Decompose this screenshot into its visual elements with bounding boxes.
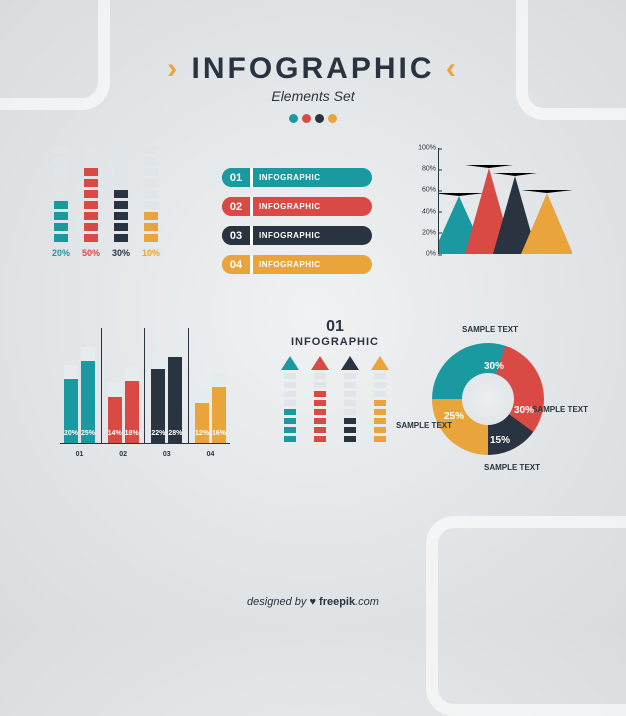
- seg-column: 10%: [142, 146, 160, 258]
- triangle-series: [521, 190, 572, 254]
- bar: 12%: [195, 389, 209, 443]
- bar: 28%: [168, 343, 182, 443]
- arrow-column: [371, 356, 389, 442]
- title-text: INFOGRAPHIC: [192, 52, 435, 85]
- x-label: 03: [151, 451, 182, 458]
- x-labels: 01 02 03 04: [64, 451, 226, 458]
- donut-ring: [432, 343, 544, 455]
- x-label: 04: [195, 451, 226, 458]
- pill-item: 04INFOGRAPHIC: [222, 255, 372, 274]
- chevron-left-icon: ‹: [446, 52, 459, 85]
- decor-shape: [516, 0, 626, 120]
- seg-label: 20%: [52, 248, 70, 258]
- footer-brand: freepik: [319, 596, 355, 608]
- y-tick: 80%: [412, 166, 436, 173]
- pill-item: 01INFOGRAPHIC: [222, 168, 372, 187]
- pill-item: 02INFOGRAPHIC: [222, 197, 372, 216]
- y-tick: 100%: [412, 145, 436, 152]
- seg-column: 20%: [52, 146, 70, 258]
- segmented-bar-chart: 20% 50% 30% 10%: [52, 146, 160, 258]
- donut-label: SAMPLE TEXT: [396, 421, 452, 430]
- arrow-columns: [260, 356, 410, 442]
- arrow-chart-number: 01: [260, 318, 410, 336]
- bar: 14%: [108, 383, 122, 443]
- donut-percent: 15%: [490, 435, 510, 446]
- donut-label: SAMPLE TEXT: [532, 405, 588, 414]
- seg-column: 30%: [112, 146, 130, 258]
- seg-label: 50%: [82, 248, 100, 258]
- donut-percent: 30%: [484, 361, 504, 372]
- arrow-column: [281, 356, 299, 442]
- arrow-column: [311, 356, 329, 442]
- pill-list: 01INFOGRAPHIC 02INFOGRAPHIC 03INFOGRAPHIC 0…: [222, 168, 372, 274]
- triangle-plot-area: [439, 148, 572, 254]
- donut-chart: SAMPLE TEXT30%SAMPLE TEXT30%SAMPLE TEXT1…: [402, 325, 572, 475]
- bar-pair: 22%28%: [151, 343, 182, 443]
- heart-icon: ♥: [309, 596, 316, 608]
- bar: 16%: [212, 373, 226, 443]
- pill-item: 03INFOGRAPHIC: [222, 226, 372, 245]
- arrow-up-icon: [281, 356, 299, 370]
- donut-label: SAMPLE TEXT: [484, 463, 540, 472]
- arrow-up-icon: [341, 356, 359, 370]
- x-axis: [60, 443, 230, 444]
- footer-suffix: .com: [355, 596, 379, 608]
- y-tick: 60%: [412, 187, 436, 194]
- bar: 25%: [81, 347, 95, 443]
- triangle-chart: 100% 80% 60% 40% 20% 0%: [412, 148, 572, 266]
- decor-shape: [426, 516, 626, 716]
- arrow-chart-title: INFOGRAPHIC: [260, 336, 410, 348]
- arrow-column: [341, 356, 359, 442]
- footer-attribution: designed by ♥ freepik.com: [0, 596, 626, 608]
- donut-percent: 30%: [514, 405, 534, 416]
- chevron-right-icon: ›: [167, 52, 180, 85]
- seg-label: 30%: [112, 248, 130, 258]
- y-tick: 20%: [412, 229, 436, 236]
- arrow-segmented-chart: 01 INFOGRAPHIC: [260, 318, 410, 442]
- x-label: 01: [64, 451, 95, 458]
- donut-label: SAMPLE TEXT: [462, 325, 518, 334]
- grouped-bar-chart: 20%25% 14%18% 22%28% 12%16% 01 02 03 04: [60, 328, 230, 458]
- donut-percent: 25%: [444, 411, 464, 422]
- bar-pair: 20%25%: [64, 347, 95, 443]
- footer-prefix: designed by: [247, 596, 309, 608]
- decor-shape: [0, 0, 110, 110]
- bar: 20%: [64, 365, 78, 443]
- bar-pair: 12%16%: [195, 373, 226, 443]
- bar: 22%: [151, 355, 165, 443]
- y-tick: 40%: [412, 208, 436, 215]
- x-label: 02: [108, 451, 139, 458]
- bar: 18%: [125, 367, 139, 443]
- arrow-up-icon: [311, 356, 329, 370]
- grouped-bars: 20%25% 14%18% 22%28% 12%16%: [64, 328, 226, 443]
- y-tick: 0%: [412, 251, 436, 258]
- bar-pair: 14%18%: [108, 367, 139, 443]
- seg-label: 10%: [142, 248, 160, 258]
- seg-column: 50%: [82, 146, 100, 258]
- arrow-up-icon: [371, 356, 389, 370]
